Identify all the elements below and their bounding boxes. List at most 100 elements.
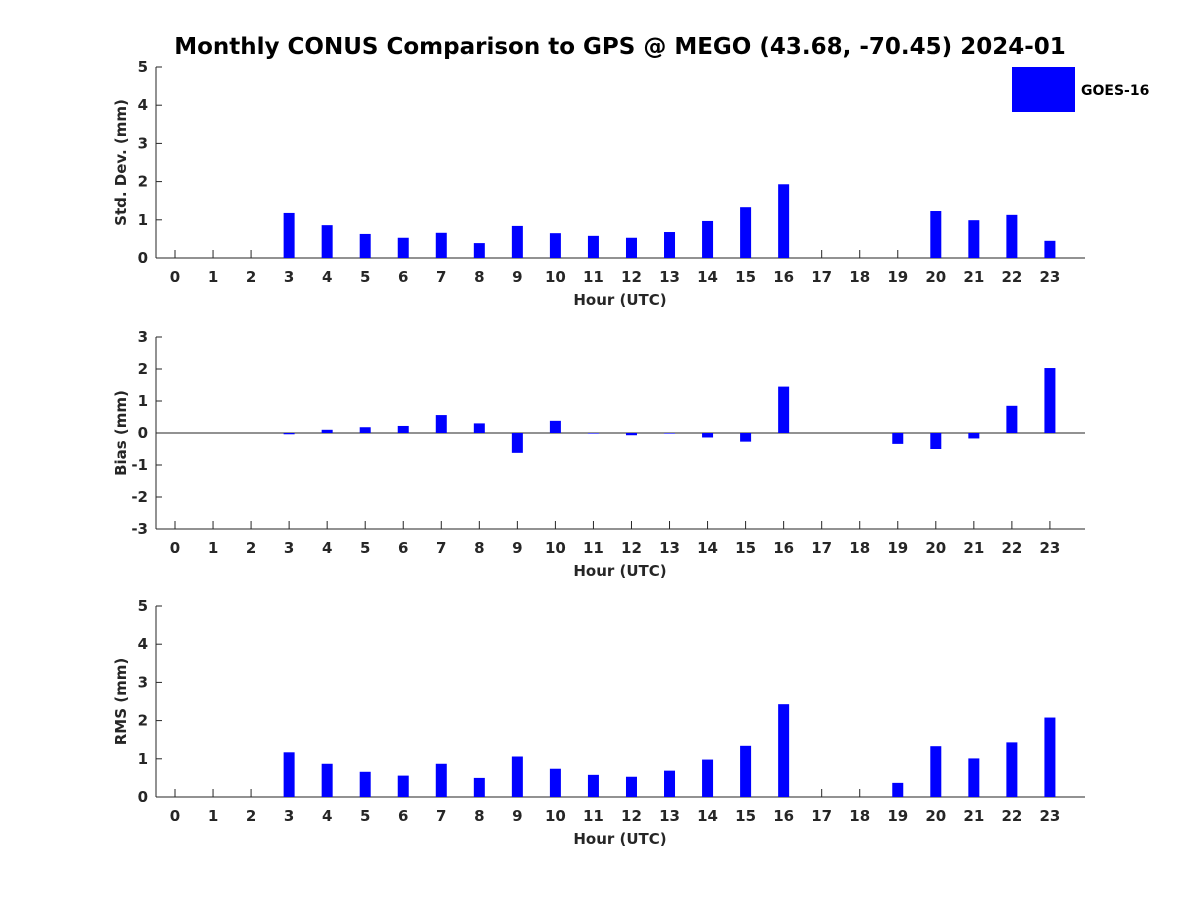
bar-hour-10 <box>549 768 561 797</box>
bar-hour-19 <box>892 433 904 444</box>
x-tick-label: 4 <box>322 539 332 557</box>
bar-hour-22 <box>1006 742 1018 797</box>
x-tick-label: 20 <box>925 807 946 825</box>
x-tick-label: 19 <box>887 539 908 557</box>
x-tick-label: 19 <box>887 268 908 286</box>
x-tick-label: 23 <box>1039 807 1060 825</box>
bar-hour-3 <box>283 212 295 258</box>
x-tick-label: 7 <box>436 807 446 825</box>
x-tick-label: 17 <box>811 807 832 825</box>
x-tick-label: 1 <box>208 268 218 286</box>
x-tick-label: 20 <box>925 268 946 286</box>
x-tick-label: 10 <box>545 807 566 825</box>
y-tick-label: 0 <box>138 424 148 442</box>
x-tick-label: 10 <box>545 268 566 286</box>
x-tick-label: 1 <box>208 539 218 557</box>
x-tick-label: 12 <box>621 539 642 557</box>
bar-hour-4 <box>321 225 333 258</box>
bar-hour-9 <box>511 756 523 797</box>
bar-hour-8 <box>473 243 485 258</box>
x-tick-label: 11 <box>583 539 604 557</box>
x-tick-label: 13 <box>659 539 680 557</box>
y-tick-label: 1 <box>138 392 148 410</box>
x-tick-label: 7 <box>436 268 446 286</box>
x-tick-label: 9 <box>512 807 522 825</box>
bar-hour-4 <box>321 429 333 433</box>
x-tick-label: 15 <box>735 539 756 557</box>
bar-hour-9 <box>511 433 523 453</box>
y-axis-label: Bias (mm) <box>112 390 130 476</box>
legend-label: GOES-16 <box>1081 83 1149 99</box>
x-tick-label: 5 <box>360 268 370 286</box>
x-tick-label: 21 <box>963 268 984 286</box>
bar-hour-23 <box>1044 368 1056 433</box>
bar-hour-8 <box>473 777 485 797</box>
x-tick-label: 4 <box>322 268 332 286</box>
bar-hour-16 <box>778 184 790 258</box>
x-tick-label: 6 <box>398 539 408 557</box>
bar-hour-22 <box>1006 405 1018 433</box>
x-tick-label: 7 <box>436 539 446 557</box>
x-tick-label: 2 <box>246 539 256 557</box>
x-tick-label: 18 <box>849 539 870 557</box>
x-tick-label: 16 <box>773 539 794 557</box>
bar-hour-23 <box>1044 717 1056 797</box>
x-tick-label: 22 <box>1001 268 1022 286</box>
bar-hour-5 <box>359 427 371 433</box>
bar-hour-7 <box>435 415 447 433</box>
bar-hour-6 <box>397 237 409 258</box>
bar-hour-7 <box>435 763 447 797</box>
bar-hour-19 <box>892 782 904 797</box>
x-tick-label: 6 <box>398 807 408 825</box>
y-tick-label: 0 <box>138 249 148 267</box>
bar-hour-21 <box>968 220 980 258</box>
y-tick-label: 4 <box>138 96 148 114</box>
y-tick-label: -1 <box>131 456 148 474</box>
y-tick-label: 2 <box>138 360 148 378</box>
x-tick-label: 5 <box>360 539 370 557</box>
x-tick-label: 23 <box>1039 268 1060 286</box>
legend-swatch <box>1012 67 1075 112</box>
x-tick-label: 8 <box>474 268 484 286</box>
x-tick-label: 14 <box>697 807 718 825</box>
bar-hour-3 <box>283 752 295 797</box>
bar-hour-3 <box>283 433 295 435</box>
x-tick-label: 1 <box>208 807 218 825</box>
bar-hour-13 <box>664 232 676 258</box>
bar-hour-5 <box>359 233 371 258</box>
y-tick-label: -2 <box>131 488 148 506</box>
y-tick-label: 5 <box>138 58 148 76</box>
x-axis-label: Hour (UTC) <box>573 562 666 580</box>
x-tick-label: 0 <box>170 268 180 286</box>
bar-hour-11 <box>587 235 599 258</box>
x-tick-label: 22 <box>1001 539 1022 557</box>
x-tick-label: 11 <box>583 268 604 286</box>
x-tick-label: 17 <box>811 268 832 286</box>
bar-hour-23 <box>1044 240 1056 258</box>
bar-hour-5 <box>359 771 371 797</box>
bar-hour-9 <box>511 225 523 258</box>
x-tick-label: 9 <box>512 539 522 557</box>
x-tick-label: 4 <box>322 807 332 825</box>
bar-hour-7 <box>435 232 447 258</box>
x-tick-label: 12 <box>621 268 642 286</box>
x-tick-label: 14 <box>697 268 718 286</box>
x-axis-label: Hour (UTC) <box>573 291 666 309</box>
y-tick-label: -3 <box>131 520 148 538</box>
x-tick-label: 21 <box>963 807 984 825</box>
bar-hour-6 <box>397 775 409 797</box>
x-tick-label: 13 <box>659 268 680 286</box>
bar-hour-21 <box>968 758 980 797</box>
x-tick-label: 6 <box>398 268 408 286</box>
bar-hour-15 <box>740 207 752 258</box>
y-tick-label: 0 <box>138 788 148 806</box>
x-tick-label: 10 <box>545 539 566 557</box>
x-tick-label: 14 <box>697 539 718 557</box>
x-tick-label: 17 <box>811 539 832 557</box>
x-tick-label: 3 <box>284 807 294 825</box>
x-tick-label: 22 <box>1001 807 1022 825</box>
bar-hour-12 <box>625 433 637 436</box>
